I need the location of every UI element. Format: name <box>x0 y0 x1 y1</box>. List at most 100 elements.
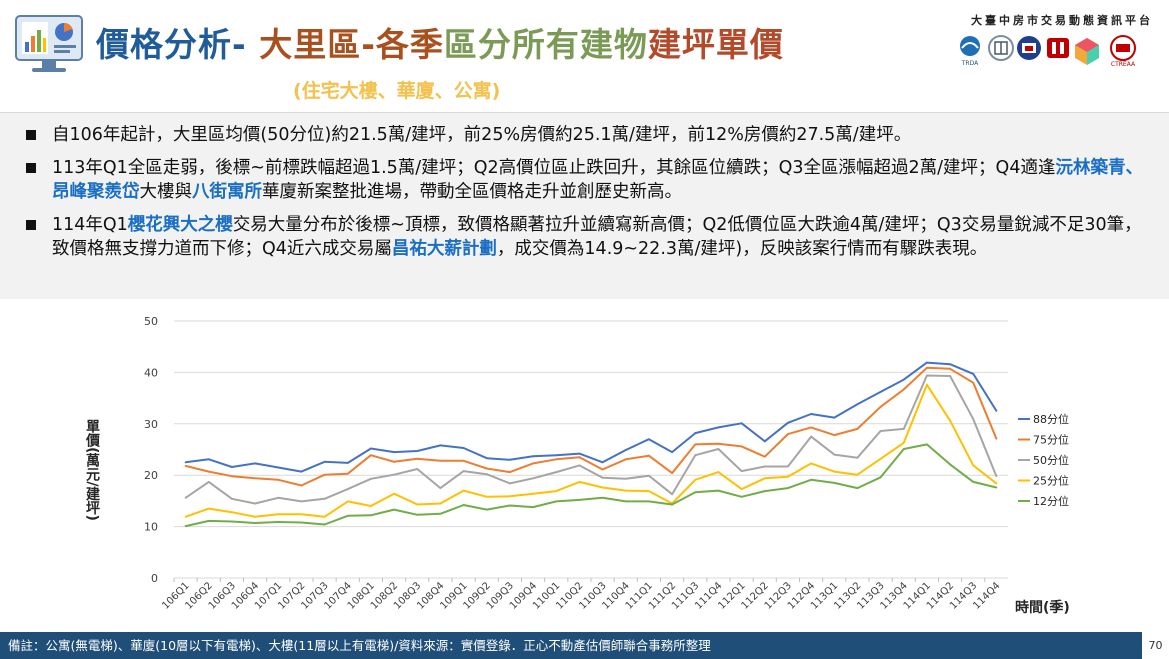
data-point <box>648 438 650 441</box>
data-point <box>694 443 697 446</box>
bullet-text: 113年Q1全區走弱，後標~前標跌幅超過1.5萬/建坪；Q2高價位區止跌回升，其… <box>52 158 1056 178</box>
data-point <box>926 383 928 386</box>
data-point <box>462 504 465 506</box>
data-point <box>393 460 395 463</box>
data-point <box>972 381 975 384</box>
highlighted-project-name: 櫻花興大之櫻 <box>127 215 233 235</box>
page-header: 價格分析- 大里區-各季區分所有建物建坪單價 (住宅大樓、華廈、公寓) 大臺中房… <box>0 0 1169 113</box>
data-point <box>509 495 511 498</box>
data-point <box>648 490 650 493</box>
data-point <box>949 419 951 422</box>
data-point <box>393 508 395 511</box>
data-point <box>856 403 859 406</box>
data-point <box>740 470 743 472</box>
data-point <box>601 486 604 489</box>
legend-label: 12分位 <box>1033 494 1069 508</box>
data-point <box>439 502 442 505</box>
data-point <box>995 437 998 440</box>
data-point <box>370 514 372 517</box>
data-point <box>485 495 488 498</box>
data-point <box>231 475 233 478</box>
data-point <box>833 453 836 456</box>
data-point <box>416 513 419 516</box>
data-point <box>624 477 627 480</box>
data-point <box>694 454 697 457</box>
y-tick-label: 10 <box>144 521 158 534</box>
data-point <box>926 361 928 364</box>
data-point <box>207 507 210 510</box>
data-point <box>578 452 581 455</box>
data-point <box>578 464 581 467</box>
data-point <box>763 440 766 443</box>
data-point <box>717 471 720 474</box>
data-point <box>462 459 465 462</box>
data-point <box>995 482 998 485</box>
data-point <box>972 418 975 421</box>
data-point <box>509 471 511 474</box>
data-point <box>810 478 812 481</box>
data-point <box>624 489 627 492</box>
bullet-text: 大樓與 <box>139 182 193 202</box>
data-point <box>277 466 280 469</box>
cube-logo-icon <box>1075 38 1099 65</box>
data-point <box>833 434 836 437</box>
data-point <box>509 458 511 461</box>
bullet-text: 自106年起計，大里區均價(50分位)約21.5萬/建坪，前25%房價約25.1… <box>52 125 912 145</box>
data-point <box>555 500 558 503</box>
data-point <box>485 457 488 460</box>
data-point <box>972 373 975 375</box>
partner-logos: TRDA CTREAA <box>960 35 1136 68</box>
data-point <box>624 449 627 451</box>
ctreaa-logo-icon: CTREAA <box>1110 35 1136 68</box>
data-point <box>578 456 581 459</box>
data-point <box>555 490 558 493</box>
data-point <box>902 428 905 430</box>
data-point <box>787 465 789 468</box>
summary-bullet: 113年Q1全區走弱，後標~前標跌幅超過1.5萬/建坪；Q2高價位區止跌回升，其… <box>26 156 1146 204</box>
trda-logo-icon: TRDA <box>960 36 980 67</box>
bullet-text: 114年Q1 <box>52 215 128 235</box>
data-point <box>856 487 859 489</box>
data-point <box>949 375 951 377</box>
data-point <box>926 374 928 377</box>
data-point <box>972 464 975 467</box>
data-point <box>879 430 882 432</box>
summary-panel: 自106年起計，大里區均價(50分位)約21.5萬/建坪，前25%房價約25.1… <box>0 113 1169 299</box>
y-tick-label: 40 <box>144 366 158 379</box>
data-point <box>323 497 326 500</box>
series-line-1 <box>185 366 998 487</box>
data-point <box>555 458 558 461</box>
data-point <box>207 480 210 483</box>
data-point <box>763 490 766 493</box>
data-point <box>346 488 349 490</box>
data-point <box>717 448 720 450</box>
data-point <box>879 391 882 393</box>
data-point <box>323 473 326 476</box>
bullet-text: 交易大量分布於後標~頂標，致價格顯著拉升並續寫新高價；Q2低價位區大跌逾4萬/建… <box>52 215 1142 259</box>
data-point <box>370 477 372 480</box>
data-point <box>648 474 650 477</box>
data-point <box>787 433 789 435</box>
data-point <box>856 428 859 430</box>
data-point <box>323 523 326 526</box>
data-point <box>740 445 743 448</box>
data-point <box>555 471 558 474</box>
legend-label: 25分位 <box>1033 474 1069 488</box>
data-point <box>972 480 975 483</box>
data-point <box>300 470 303 473</box>
data-point <box>578 498 581 501</box>
data-point <box>879 405 882 408</box>
data-point <box>184 515 187 518</box>
data-point <box>833 482 836 484</box>
title-part: 大里區-各季 <box>259 25 444 64</box>
data-point <box>810 435 812 438</box>
data-point <box>416 503 419 506</box>
y-tick-label: 50 <box>144 315 158 328</box>
data-point <box>902 448 905 450</box>
data-point <box>763 455 766 458</box>
data-point <box>439 444 442 447</box>
data-point <box>648 500 650 503</box>
data-point <box>717 426 720 429</box>
page-number: 70 <box>1148 639 1163 652</box>
data-point <box>787 475 789 478</box>
